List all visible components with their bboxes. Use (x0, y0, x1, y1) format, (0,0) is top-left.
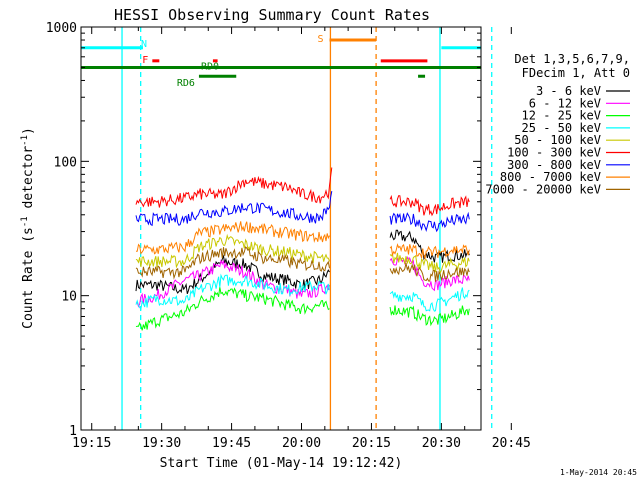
plot-frame (80, 26, 482, 431)
y-tick-label-3: 1000 (46, 21, 77, 36)
y-axis-label-sup-2: -1 (20, 135, 30, 146)
y-axis-label-sup: -1 (20, 216, 30, 227)
x-tick-label-0: 19:15 (72, 436, 111, 451)
legend-header-line-1: Det 1,3,5,6,7,9, (514, 52, 630, 66)
vertical-markers (121, 27, 493, 430)
x-axis-label: Start Time (01-May-14 19:12:42) (160, 456, 403, 471)
flag-label-n: N (141, 39, 147, 50)
legend-label-5: 100 - 300 keV (507, 146, 601, 160)
chart-title: HESSI Observing Summary Count Rates (114, 6, 430, 24)
legend-label-3: 25 - 50 keV (522, 121, 601, 135)
legend-label-8: 7000 - 20000 keV (485, 182, 601, 196)
series-line-4-seg-1 (389, 252, 470, 275)
series-line-0-seg-1 (389, 229, 470, 263)
series-line-6-seg-0 (135, 191, 333, 227)
y-tick-label-2: 100 (54, 155, 77, 170)
timestamp: 1-May-2014 20:45 (560, 468, 637, 477)
series-line-2-seg-1 (389, 305, 470, 327)
y-tick-label-0: 1 (69, 424, 77, 439)
series-line-7-seg-0 (136, 221, 330, 255)
series-line-2-seg-0 (135, 287, 330, 331)
legend: Det 1,3,5,6,7,9, FDecim 1, Att 0 3 - 6 k… (485, 52, 630, 196)
x-tick-label-3: 20:00 (282, 436, 321, 451)
flag-bars: NF RD0 RD6 S (81, 34, 481, 89)
legend-label-2: 12 - 25 keV (522, 109, 601, 123)
series-line-5-seg-1 (389, 194, 470, 217)
flag-label-rd6: RD6 (177, 78, 195, 89)
series-line-8-seg-0 (135, 246, 330, 280)
y-axis-ticks: 1 10 100 1000 (46, 21, 481, 439)
y-axis-label: Count Rate (s-1 detector-1) (20, 127, 36, 329)
series-line-5-seg-0 (135, 167, 333, 208)
series-line-6-seg-1 (389, 211, 470, 233)
y-tick-label-1: 10 (61, 290, 77, 305)
flag-label-f: F (142, 55, 148, 66)
y-axis-label-mid: detector (21, 146, 36, 217)
x-tick-label-4: 20:15 (352, 436, 391, 451)
legend-label-4: 50 - 100 keV (514, 133, 601, 147)
x-tick-label-5: 20:30 (422, 436, 461, 451)
legend-label-1: 6 - 12 keV (529, 96, 601, 110)
x-tick-label-1: 19:30 (142, 436, 181, 451)
series-line-4-seg-0 (135, 233, 330, 269)
x-tick-label-6: 20:45 (492, 436, 531, 451)
plot-area: NF RD0 RD6 S 19:15 19:30 19:45 20:00 20:15 20:30… (46, 21, 531, 451)
x-axis-ticks: 19:15 19:30 19:45 20:00 20:15 20:30 20:45 (72, 27, 531, 451)
legend-header-line-2: FDecim 1, Att 0 (522, 66, 630, 80)
series-line-3-seg-0 (135, 273, 330, 311)
legend-label-6: 300 - 800 keV (507, 158, 601, 172)
series-line-3-seg-1 (389, 287, 470, 312)
flag-label-rd0: RD0 (201, 61, 219, 72)
y-axis-label-tail: ) (21, 127, 36, 135)
legend-label-0: 3 - 6 keV (536, 84, 601, 98)
series-line-8-seg-1 (389, 262, 470, 282)
flag-label-s: S (317, 34, 323, 45)
x-tick-label-2: 19:45 (212, 436, 251, 451)
series-line-7-seg-1 (389, 243, 470, 261)
legend-label-7: 800 - 7000 keV (500, 170, 601, 184)
series-group (135, 167, 470, 331)
y-axis-label-main: Count Rate (s (21, 227, 36, 329)
